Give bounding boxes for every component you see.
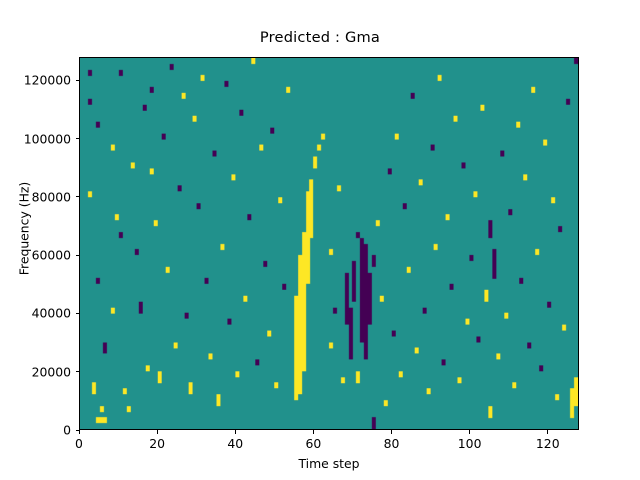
heatmap-axes	[79, 57, 579, 430]
x-tick-label: 0	[75, 436, 83, 451]
y-tick-mark	[75, 254, 79, 256]
y-tick-mark	[75, 312, 79, 315]
y-tick-mark	[75, 138, 79, 140]
y-tick-mark	[75, 79, 79, 81]
x-tick-mark	[156, 430, 158, 434]
y-axis-label: Frequency (Hz)	[16, 181, 32, 276]
y-tick-mark	[75, 371, 79, 373]
x-tick-label: 120	[535, 436, 560, 451]
x-tick-mark	[78, 430, 80, 434]
y-tick-mark	[75, 429, 79, 431]
x-tick-mark	[312, 430, 314, 434]
heatmap-canvas	[80, 58, 578, 429]
y-tick-label: 80000	[31, 189, 71, 205]
x-tick-label: 100	[457, 436, 482, 451]
x-tick-mark	[234, 430, 236, 434]
y-tick-label: 60000	[31, 247, 71, 263]
y-tick-label: 0	[63, 422, 71, 438]
y-tick-label: 40000	[31, 305, 71, 321]
x-axis-label: Time step	[298, 456, 360, 471]
x-tick-label: 40	[227, 436, 244, 451]
x-tick-label: 60	[305, 436, 322, 451]
y-tick-label: 20000	[31, 364, 71, 380]
y-tick-label: 100000	[23, 131, 71, 147]
x-tick-label: 80	[383, 436, 400, 451]
y-tick-label: 120000	[23, 72, 71, 88]
chart-title: Predicted : Gma	[259, 29, 381, 46]
x-tick-mark	[547, 430, 549, 434]
y-tick-mark	[75, 196, 79, 198]
x-tick-label: 20	[149, 436, 166, 451]
x-tick-mark	[391, 430, 393, 434]
x-tick-mark	[469, 430, 471, 434]
